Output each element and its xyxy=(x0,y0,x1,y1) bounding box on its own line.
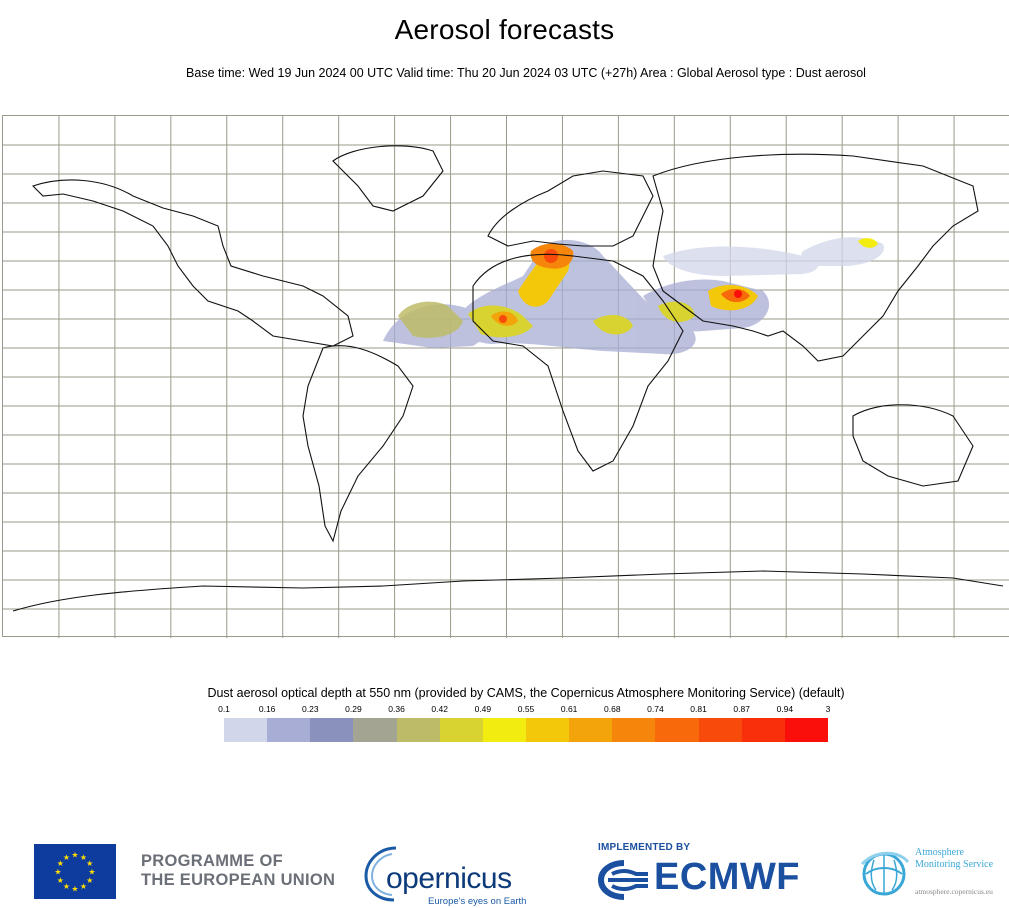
coast-europe xyxy=(487,170,654,247)
ecmwf-logo: ECMWF xyxy=(598,856,828,900)
legend-tick-label: 0.49 xyxy=(474,704,492,714)
eu-star-icon: ★ xyxy=(88,868,95,877)
legend-color-swatch xyxy=(224,718,268,742)
coast-south-america xyxy=(302,345,414,543)
legend-color-swatch xyxy=(267,718,311,742)
legend-color-swatch xyxy=(310,718,354,742)
legend-tick-label: 0.74 xyxy=(647,704,664,714)
coast-australia xyxy=(852,404,974,487)
legend-tick-label: 0.29 xyxy=(345,704,362,714)
eu-star-icon: ★ xyxy=(71,885,78,894)
copernicus-logo: opernicus Europe's eyes on Earth xyxy=(362,842,532,907)
world-map xyxy=(2,115,1009,638)
page-title: Aerosol forecasts xyxy=(394,14,615,45)
dust-atlantic-plume xyxy=(398,301,463,338)
legend-color-swatch xyxy=(525,718,570,742)
dust-central-asia xyxy=(663,246,818,276)
legend-color-swatch xyxy=(612,718,656,742)
legend-tick-label: 0.61 xyxy=(560,704,578,714)
legend-tick-label: 0.55 xyxy=(517,704,535,714)
eu-star-icon: ★ xyxy=(54,868,61,877)
legend-tick-label: 0.87 xyxy=(733,704,750,714)
ecmwf-wordmark: ECMWF xyxy=(654,856,801,898)
coast-antarctica xyxy=(12,570,1004,612)
copernicus-tagline: Europe's eyes on Earth xyxy=(428,896,527,907)
cams-url: atmosphere.copernicus.eu xyxy=(915,887,993,896)
eu-star-icon: ★ xyxy=(86,876,93,885)
legend-ticks: 0.1 0.16 0.23 0.29 0.36 0.42 0.49 0.55 0.61 0.68 0… xyxy=(218,704,831,716)
cams-line-2: Monitoring Service xyxy=(915,859,994,870)
implemented-by-label: IMPLEMENTED BY xyxy=(598,842,691,853)
eu-star-icon: ★ xyxy=(71,851,78,860)
legend-tick-label: 0.42 xyxy=(431,704,448,714)
legend-tick-label: 0.68 xyxy=(604,704,621,714)
legend-color-swatch xyxy=(655,718,699,742)
legend-color-swatch xyxy=(353,718,397,742)
legend-color-swatch xyxy=(698,718,742,742)
legend-colorbar xyxy=(224,718,828,742)
coast-greenland xyxy=(332,145,444,212)
forecast-subtitle: Base time: Wed 19 Jun 2024 00 UTC Valid … xyxy=(186,66,866,80)
eu-star-icon: ★ xyxy=(63,882,70,891)
legend-tick-label: 0.16 xyxy=(258,704,276,714)
copernicus-swoosh-icon xyxy=(364,846,397,902)
eu-flag-icon: ★ ★ ★ ★ ★ ★ ★ ★ ★ ★ ★ ★ xyxy=(34,844,116,899)
legend-title: Dust aerosol optical depth at 550 nm (pr… xyxy=(207,686,845,700)
dust-chad xyxy=(593,314,633,335)
coast-asia xyxy=(652,153,979,362)
cams-title: Atmosphere Monitoring Service xyxy=(915,847,993,871)
legend-color-swatch xyxy=(439,718,483,742)
dust-mauritania-peak xyxy=(499,315,507,323)
eu-programme-text: PROGRAMME OF THE EUROPEAN UNION xyxy=(141,852,335,890)
eu-star-icon: ★ xyxy=(80,853,87,862)
coast-africa xyxy=(472,253,684,472)
legend-color-swatch xyxy=(482,718,526,742)
legend-tick-label: 0.36 xyxy=(388,704,405,714)
eu-star-icon: ★ xyxy=(80,882,87,891)
legend-tick-label: 0.23 xyxy=(302,704,319,714)
legend-color-swatch xyxy=(569,718,613,742)
map-gridlines xyxy=(3,116,1009,638)
eu-star-icon: ★ xyxy=(63,853,70,862)
cams-line-1: Atmosphere xyxy=(915,847,964,858)
legend-color-swatch xyxy=(396,718,440,742)
eu-star-icon: ★ xyxy=(57,859,64,868)
legend-tick-label: 3 xyxy=(825,704,831,714)
cams-globe-icon xyxy=(860,851,910,896)
legend-tick-label: 0.81 xyxy=(690,704,707,714)
eu-star-icon: ★ xyxy=(57,876,64,885)
legend-color-swatch xyxy=(741,718,785,742)
copernicus-wordmark: opernicus xyxy=(386,862,512,895)
footer-logos: ★ ★ ★ ★ ★ ★ ★ ★ ★ ★ ★ ★ PROGRAMME OF THE EUROPEAN U… xyxy=(0,830,1009,908)
eu-line-1: PROGRAMME OF xyxy=(141,852,284,870)
cams-logo: Atmosphere Monitoring Service atmosphere… xyxy=(856,844,1006,904)
legend-color-swatch xyxy=(784,718,828,742)
eu-star-icon: ★ xyxy=(86,859,93,868)
coastlines xyxy=(12,145,1004,612)
dust-overlay xyxy=(383,237,884,355)
ecmwf-symbol-icon xyxy=(598,860,648,900)
dust-pakistan-peak xyxy=(734,290,742,298)
dust-mongolia xyxy=(858,238,878,248)
legend-tick-label: 0.1 xyxy=(218,704,230,714)
eu-line-2: THE EUROPEAN UNION xyxy=(141,871,336,889)
legend-tick-label: 0.94 xyxy=(776,704,794,714)
coast-north-america xyxy=(31,179,354,347)
dust-algeria-peak xyxy=(544,249,558,263)
